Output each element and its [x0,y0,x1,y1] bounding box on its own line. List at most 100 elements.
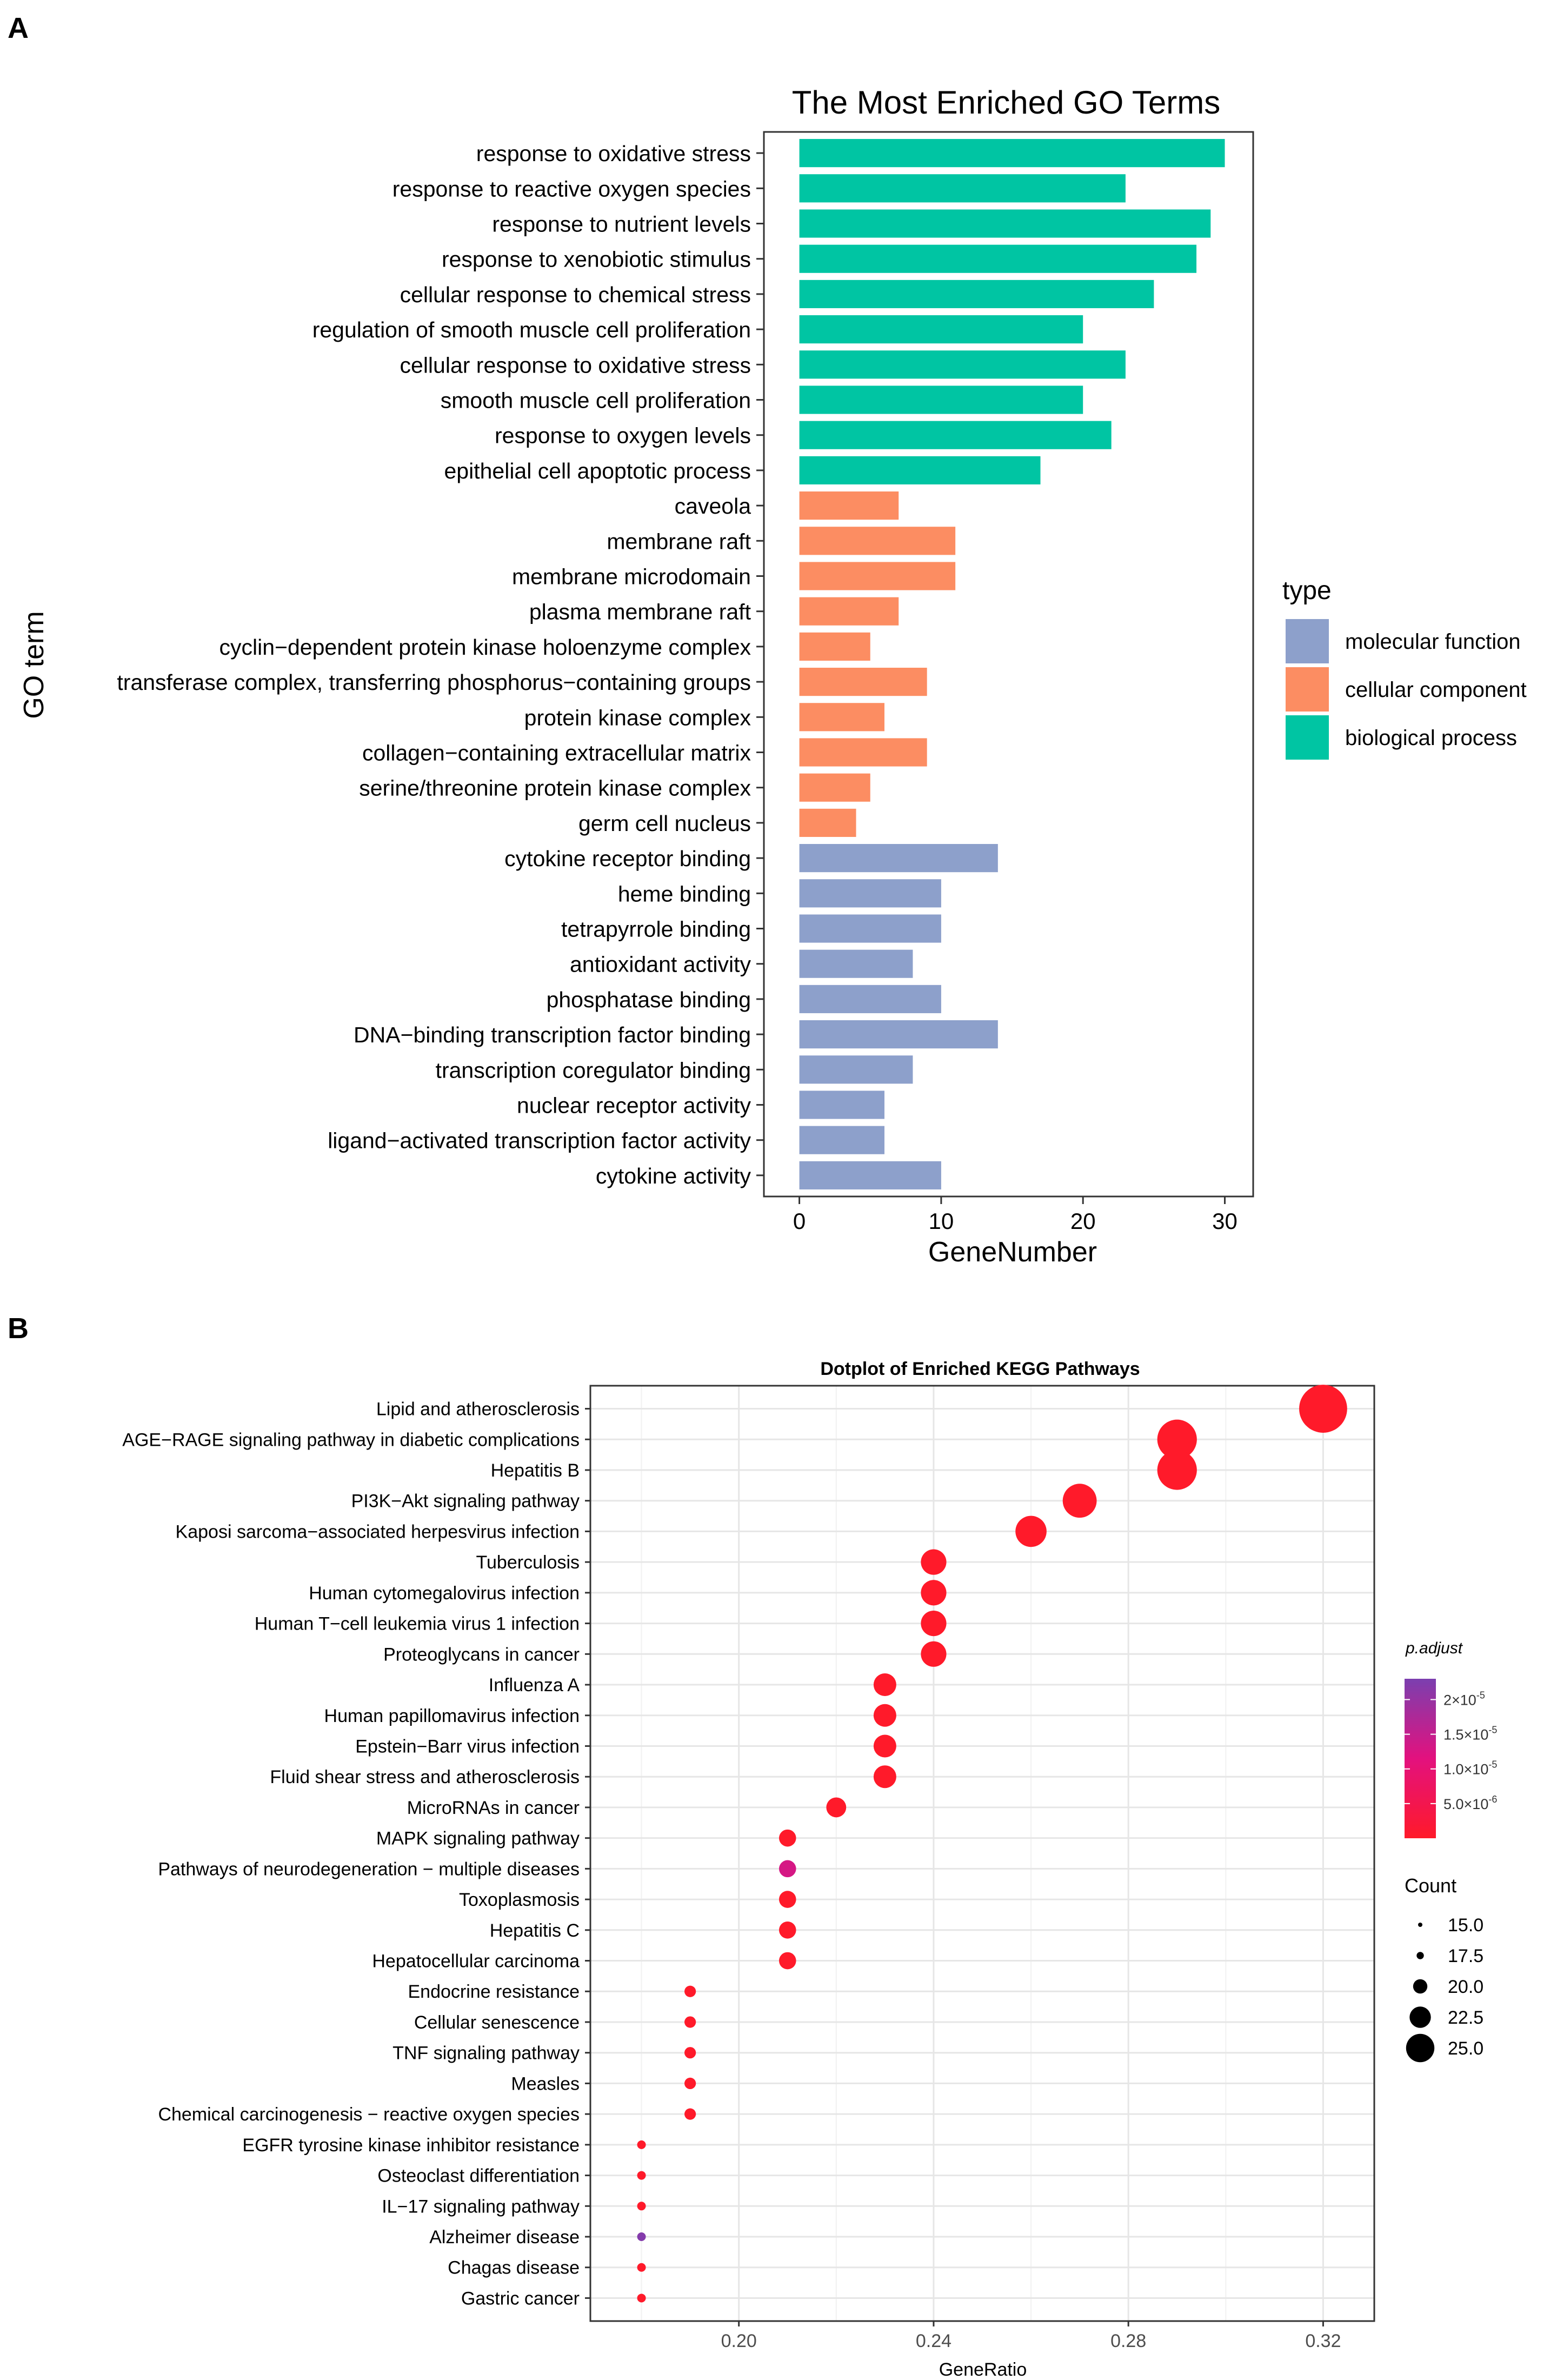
go-legend: type molecular function cellular componen… [1282,576,1527,760]
go-bar-collagen-containing-extracellular-matrix [799,738,927,767]
go-legend-label-cellular-component: cellular component [1345,678,1527,702]
kegg-dot-chagas-disease [637,2263,646,2272]
kegg-size-legend-dot [1413,1979,1428,1994]
go-legend-title: type [1282,576,1332,605]
kegg-color-tick-label: 5.0×10-6 [1443,1794,1497,1812]
kegg-x-tick-label: 0.24 [916,2331,952,2351]
kegg-dot-tuberculosis [921,1549,947,1575]
kegg-color-tick-label: 2×10-5 [1443,1690,1485,1708]
go-bar-serine-threonine-protein-kinase-complex [799,773,870,802]
kegg-category-label: Chemical carcinogenesis − reactive oxyge… [158,2104,580,2125]
kegg-dot-pi3k-akt-signaling-pathway [1062,1484,1097,1518]
kegg-size-legend-title: Count [1405,1874,1456,1897]
go-x-axis: 0 10 20 30 [793,1196,1237,1234]
go-bar-cellular-response-to-oxidative-stress [799,350,1126,379]
go-category-label: regulation of smooth muscle cell prolife… [312,317,751,342]
kegg-x-axis: 0.20 0.24 0.28 0.32 [721,2321,1341,2351]
kegg-category-label: Pathways of neurodegeneration − multiple… [158,1859,580,1879]
kegg-x-tick-label: 0.20 [721,2331,757,2351]
go-bar-response-to-reactive-oxygen-species [799,174,1126,203]
go-category-label: cyclin−dependent protein kinase holoenzy… [219,635,751,660]
kegg-category-label: Hepatocellular carcinoma [372,1951,580,1972]
go-bar-transferase-complex-transferring-phosphorus-containing-groups [799,668,927,696]
go-x-tick-label: 30 [1212,1208,1237,1234]
go-category-label: germ cell nucleus [578,811,751,836]
kegg-category-label: Influenza A [489,1675,580,1696]
go-bar-transcription-coregulator-binding [799,1055,913,1084]
go-category-label: ligand−activated transcription factor ac… [328,1128,751,1153]
kegg-color-tick-exp: -5 [1488,1725,1497,1736]
go-category-label: DNA−binding transcription factor binding [354,1022,751,1047]
kegg-dot-gastric-cancer [637,2293,646,2303]
kegg-category-label: Measles [511,2073,580,2094]
go-category-label: response to oxygen levels [495,423,751,448]
panel-a: A The Most Enriched GO Terms response to… [8,12,1527,1268]
kegg-dot-human-t-cell-leukemia-virus-1-infection [921,1610,947,1637]
kegg-dot-micrornas-in-cancer [826,1797,847,1818]
kegg-color-bar [1405,1679,1436,1838]
kegg-size-legend-label: 20.0 [1448,1977,1483,1997]
kegg-category-label: Chagas disease [448,2258,580,2278]
kegg-color-tick-exp: -5 [1488,1759,1497,1770]
go-category-label: transferase complex, transferring phosph… [117,670,751,695]
kegg-dot-epstein-barr-virus-infection [873,1734,896,1758]
go-category-label: cytokine activity [596,1164,751,1188]
go-bar-dna-binding-transcription-factor-binding [799,1020,998,1049]
go-x-axis-title: GeneNumber [928,1236,1097,1268]
kegg-color-tick-label: 1.5×10-5 [1443,1725,1497,1743]
kegg-color-tick-label: 1.0×10-5 [1443,1759,1497,1778]
go-x-tick-label: 10 [929,1208,954,1234]
kegg-color-tick-exp: -5 [1476,1690,1485,1700]
kegg-color-tick-exp: -6 [1488,1794,1497,1805]
go-category-label: response to oxidative stress [476,141,751,166]
kegg-dot-tnf-signaling-pathway [684,2047,696,2059]
go-category-label: epithelial cell apoptotic process [444,458,751,483]
kegg-category-label: Endocrine resistance [408,1982,580,2002]
panel-b: B Dotplot of Enriched KEGG Pathways Lipi… [8,1312,1497,2380]
kegg-dot-proteoglycans-in-cancer [921,1641,947,1667]
kegg-dot-alzheimer-disease [637,2232,646,2242]
kegg-dot-human-cytomegalovirus-infection [921,1580,947,1606]
kegg-dot-mapk-signaling-pathway [778,1829,796,1847]
kegg-dot-il-17-signaling-pathway [637,2202,646,2211]
kegg-dot-osteoclast-differentiation [637,2171,646,2180]
kegg-size-legend-label: 15.0 [1448,1915,1483,1936]
kegg-category-label: Hepatitis C [490,1920,580,1941]
kegg-category-label: Epstein−Barr virus infection [355,1736,580,1757]
kegg-category-label: Osteoclast differentiation [377,2166,580,2186]
kegg-category-label: Proteoglycans in cancer [383,1644,580,1665]
go-bar-response-to-nutrient-levels [799,209,1211,238]
go-bar-cytokine-activity [799,1161,941,1189]
go-bar-cyclin-dependent-protein-kinase-holoenzyme-complex [799,632,870,661]
kegg-color-tick-base: 1.5×10 [1443,1727,1488,1743]
go-category-label: antioxidant activity [570,952,751,977]
go-category-label: caveola [675,494,751,518]
kegg-size-legend: Count 15.0 17.5 20.0 22.5 25.0 [1405,1874,1483,2063]
kegg-color-legend-title: p.adjust [1405,1639,1463,1657]
go-category-label: nuclear receptor activity [517,1093,751,1118]
go-bar-tetrapyrrole-binding [799,914,941,943]
kegg-category-label: Gastric cancer [461,2288,580,2309]
kegg-category-label: Fluid shear stress and atherosclerosis [270,1767,580,1787]
go-bars [799,139,1225,1189]
go-legend-swatch-cellular-component [1286,667,1329,712]
panel-label-a: A [8,12,29,44]
go-legend-swatch-molecular-function [1286,619,1329,663]
panel-label-b: B [8,1312,29,1345]
kegg-category-label: MAPK signaling pathway [376,1829,580,1849]
kegg-dot-fluid-shear-stress-and-atherosclerosis [873,1765,896,1789]
go-category-label: smooth muscle cell proliferation [441,388,751,413]
go-category-label: cytokine receptor binding [504,846,751,871]
kegg-category-label: Toxoplasmosis [459,1890,580,1910]
kegg-dot-influenza-a [873,1673,896,1697]
go-category-label: plasma membrane raft [529,600,751,624]
kegg-color-tick-base: 2×10 [1443,1692,1476,1708]
go-legend-label-biological-process: biological process [1345,726,1517,750]
go-category-label: heme binding [618,881,751,906]
kegg-dot-lipid-and-atherosclerosis [1299,1385,1347,1433]
go-bar-epithelial-cell-apoptotic-process [799,456,1041,484]
go-bar-cellular-response-to-chemical-stress [799,280,1154,308]
go-bar-ligand-activated-transcription-factor-activity [799,1126,884,1154]
kegg-x-tick-label: 0.28 [1110,2331,1146,2351]
